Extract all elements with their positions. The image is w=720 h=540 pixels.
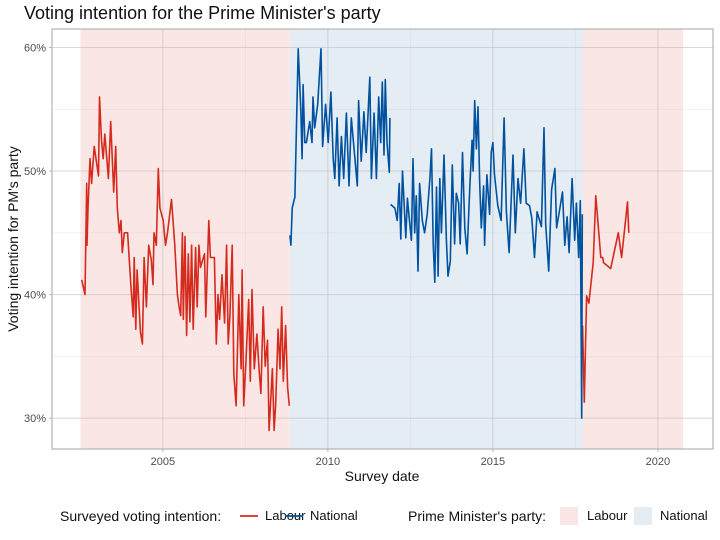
series-line-national — [289, 48, 391, 246]
legend-lines-title: Surveyed voting intention: — [60, 508, 221, 524]
series-line-national — [390, 99, 584, 419]
legend-label-labour-shade: Labour — [587, 508, 628, 523]
x-tick-label: 2010 — [316, 456, 340, 468]
y-tick-label: 30% — [24, 413, 46, 425]
y-tick-label: 50% — [24, 166, 46, 178]
series-line-labour — [581, 195, 630, 403]
x-tick-label: 2015 — [481, 456, 505, 468]
y-tick-label: 40% — [24, 290, 46, 302]
legend-key-labour-shade — [560, 507, 578, 525]
series-line-labour — [80, 96, 291, 432]
shade-labour — [582, 29, 683, 449]
legend-key-national-shade — [634, 507, 652, 525]
y-tick-label: 60% — [24, 43, 46, 55]
chart-title: Voting intention for the Prime Minister'… — [24, 3, 381, 23]
legend-label-national-shade: National — [660, 508, 708, 523]
shade-national — [289, 29, 583, 449]
legend-label-national-line: National — [310, 508, 358, 523]
x-axis-label: Survey date — [345, 468, 420, 484]
legend-shades-title: Prime Minister's party: — [408, 508, 546, 524]
y-axis-label: Voting intention for PM's party — [5, 146, 21, 332]
legend: Surveyed voting intention: Labour Nation… — [60, 507, 708, 525]
x-tick-label: 2020 — [646, 456, 670, 468]
plot-panel-border — [51, 28, 714, 450]
x-tick-label: 2005 — [151, 456, 175, 468]
